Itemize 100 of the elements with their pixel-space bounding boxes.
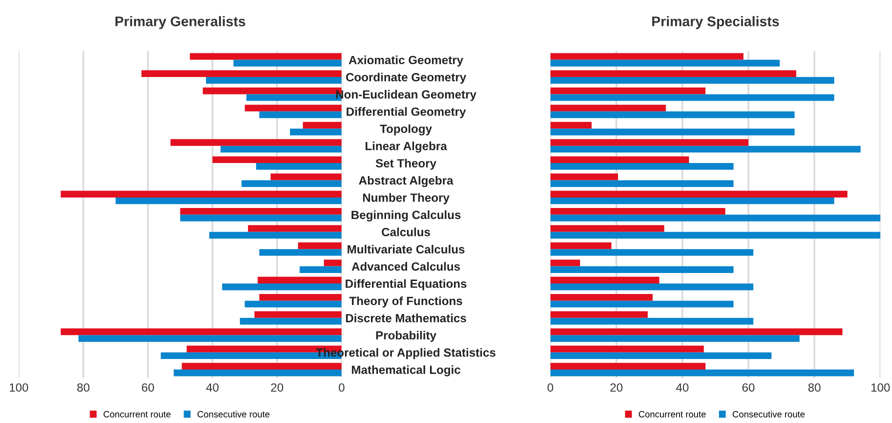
bar [180,214,342,222]
bar [209,232,342,239]
bar [550,104,666,112]
bar [290,128,342,136]
bar [141,70,342,77]
bar [550,208,726,215]
bar [550,53,744,60]
bar [550,294,653,301]
bar [244,104,342,112]
bar [550,190,848,198]
bar [244,300,342,308]
y-tick-label: Coordinate Geometry [346,72,466,84]
bar [259,111,342,118]
y-tick-label: Theory of Functions [349,296,462,308]
x-tick-label: 60 [142,383,154,392]
bar [78,335,342,342]
bar [550,370,854,376]
bar [222,284,342,290]
legend-label: Consecutive route [198,410,270,418]
x-tick-label: 20 [271,383,284,392]
x-tick-label: 80 [77,383,90,392]
bar [550,156,689,164]
x-tick-label: 80 [808,383,820,392]
y-tick-label: Beginning Calculus [352,210,461,222]
bar [550,260,580,266]
bar [254,311,342,318]
bar [180,208,342,215]
bar [206,76,342,84]
bar [60,328,342,336]
bar [550,284,754,290]
x-tick-label: 0 [338,383,344,392]
bar [550,335,800,342]
x-tick-label: 100 [871,383,890,392]
x-tick-label: 100 [10,383,28,392]
legend-label: Consecutive route [732,410,805,418]
chart-title: Primary Specialists [652,16,779,30]
bar [550,232,880,239]
bar [550,249,754,256]
bar [302,122,342,129]
y-tick-label: Number Theory [363,193,450,204]
bar [550,266,734,274]
bar [550,276,660,284]
x-tick-label: 20 [610,383,622,392]
bar [550,146,861,153]
bar [174,370,342,376]
legend-label: Concurrent route [638,411,706,418]
x-tick-label: 40 [206,383,219,392]
bar [248,225,342,232]
x-tick-label: 0 [548,383,554,392]
bar [550,300,734,308]
bar [60,190,342,198]
bar [550,94,834,101]
bar [116,197,342,204]
bar [550,242,612,250]
bar [550,163,734,170]
y-tick-label: Discrete Mathematics [346,314,466,322]
bar [550,60,780,66]
bar [550,311,648,318]
chart-title: Primary Generalists [115,16,246,30]
y-tick-label: Mathematical Logic [352,365,460,376]
bar [233,60,342,66]
y-tick-label: Axiomatic Geometry [348,56,464,67]
y-tick-label: Multivariate Calculus [348,244,464,254]
bar [550,225,664,232]
bar [550,180,734,187]
bar [550,76,834,84]
y-tick-label: Linear Algebra [366,142,448,153]
bar [300,266,342,274]
y-tick-label: Set Theory [376,158,436,170]
bar [550,139,748,146]
bar [298,242,342,250]
bar [550,328,842,336]
bar [256,163,342,170]
bar [550,214,880,222]
bar [550,122,592,129]
bar [550,128,795,136]
y-tick-label: Differential Geometry [346,107,466,118]
bar [550,197,834,204]
y-tick-label: Topology [380,124,432,136]
bar [550,70,796,77]
bar [324,260,342,266]
y-tick-label: Advanced Calculus [352,262,460,271]
bar [240,318,342,325]
bar [170,139,342,146]
bar [242,180,342,187]
bar [190,53,342,60]
bar [259,294,342,301]
legend-label: Concurrent route [104,411,171,418]
y-tick-label: Differential Equations [346,279,466,290]
bar [270,174,342,180]
bar [550,111,795,118]
x-tick-label: 40 [676,383,688,392]
bar [550,362,706,370]
y-tick-label: Abstract Algebra [358,176,454,188]
bar [258,276,342,284]
y-tick-label: Calculus [382,228,430,236]
y-tick-label: Probability [376,330,436,342]
bar [220,146,342,153]
bar [550,174,618,180]
bar [259,249,342,256]
